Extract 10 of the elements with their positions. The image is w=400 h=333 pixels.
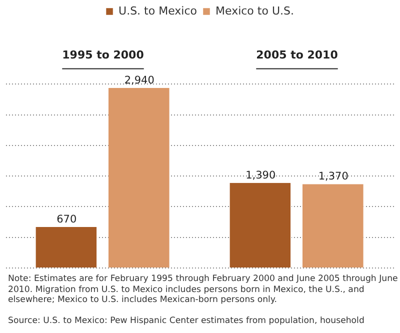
x-tick-label: 2005 to 2010	[256, 48, 338, 62]
source-note: Source: U.S. to Mexico: Pew Hispanic Center estimates from population, household	[8, 316, 366, 326]
data-label: 2,940	[124, 74, 154, 86]
text: Note: Estimates are for February 1995 through February 2000 and June 2005 through June 2010. Migration from U.S. to Mexico includes persons born in Mexico, the U.S., and elsewhere; Mexico to U.S. includes Mexican-born persons only.	[8, 274, 398, 306]
data-label: 670	[56, 213, 77, 226]
data-label: 1,390	[246, 169, 276, 182]
data-label: 1,370	[318, 170, 348, 183]
legend-label: Mexico to U.S.	[216, 4, 294, 18]
legend-label: U.S. to Mexico	[118, 4, 198, 18]
x-tick-label: 1995 to 2000	[62, 48, 144, 62]
